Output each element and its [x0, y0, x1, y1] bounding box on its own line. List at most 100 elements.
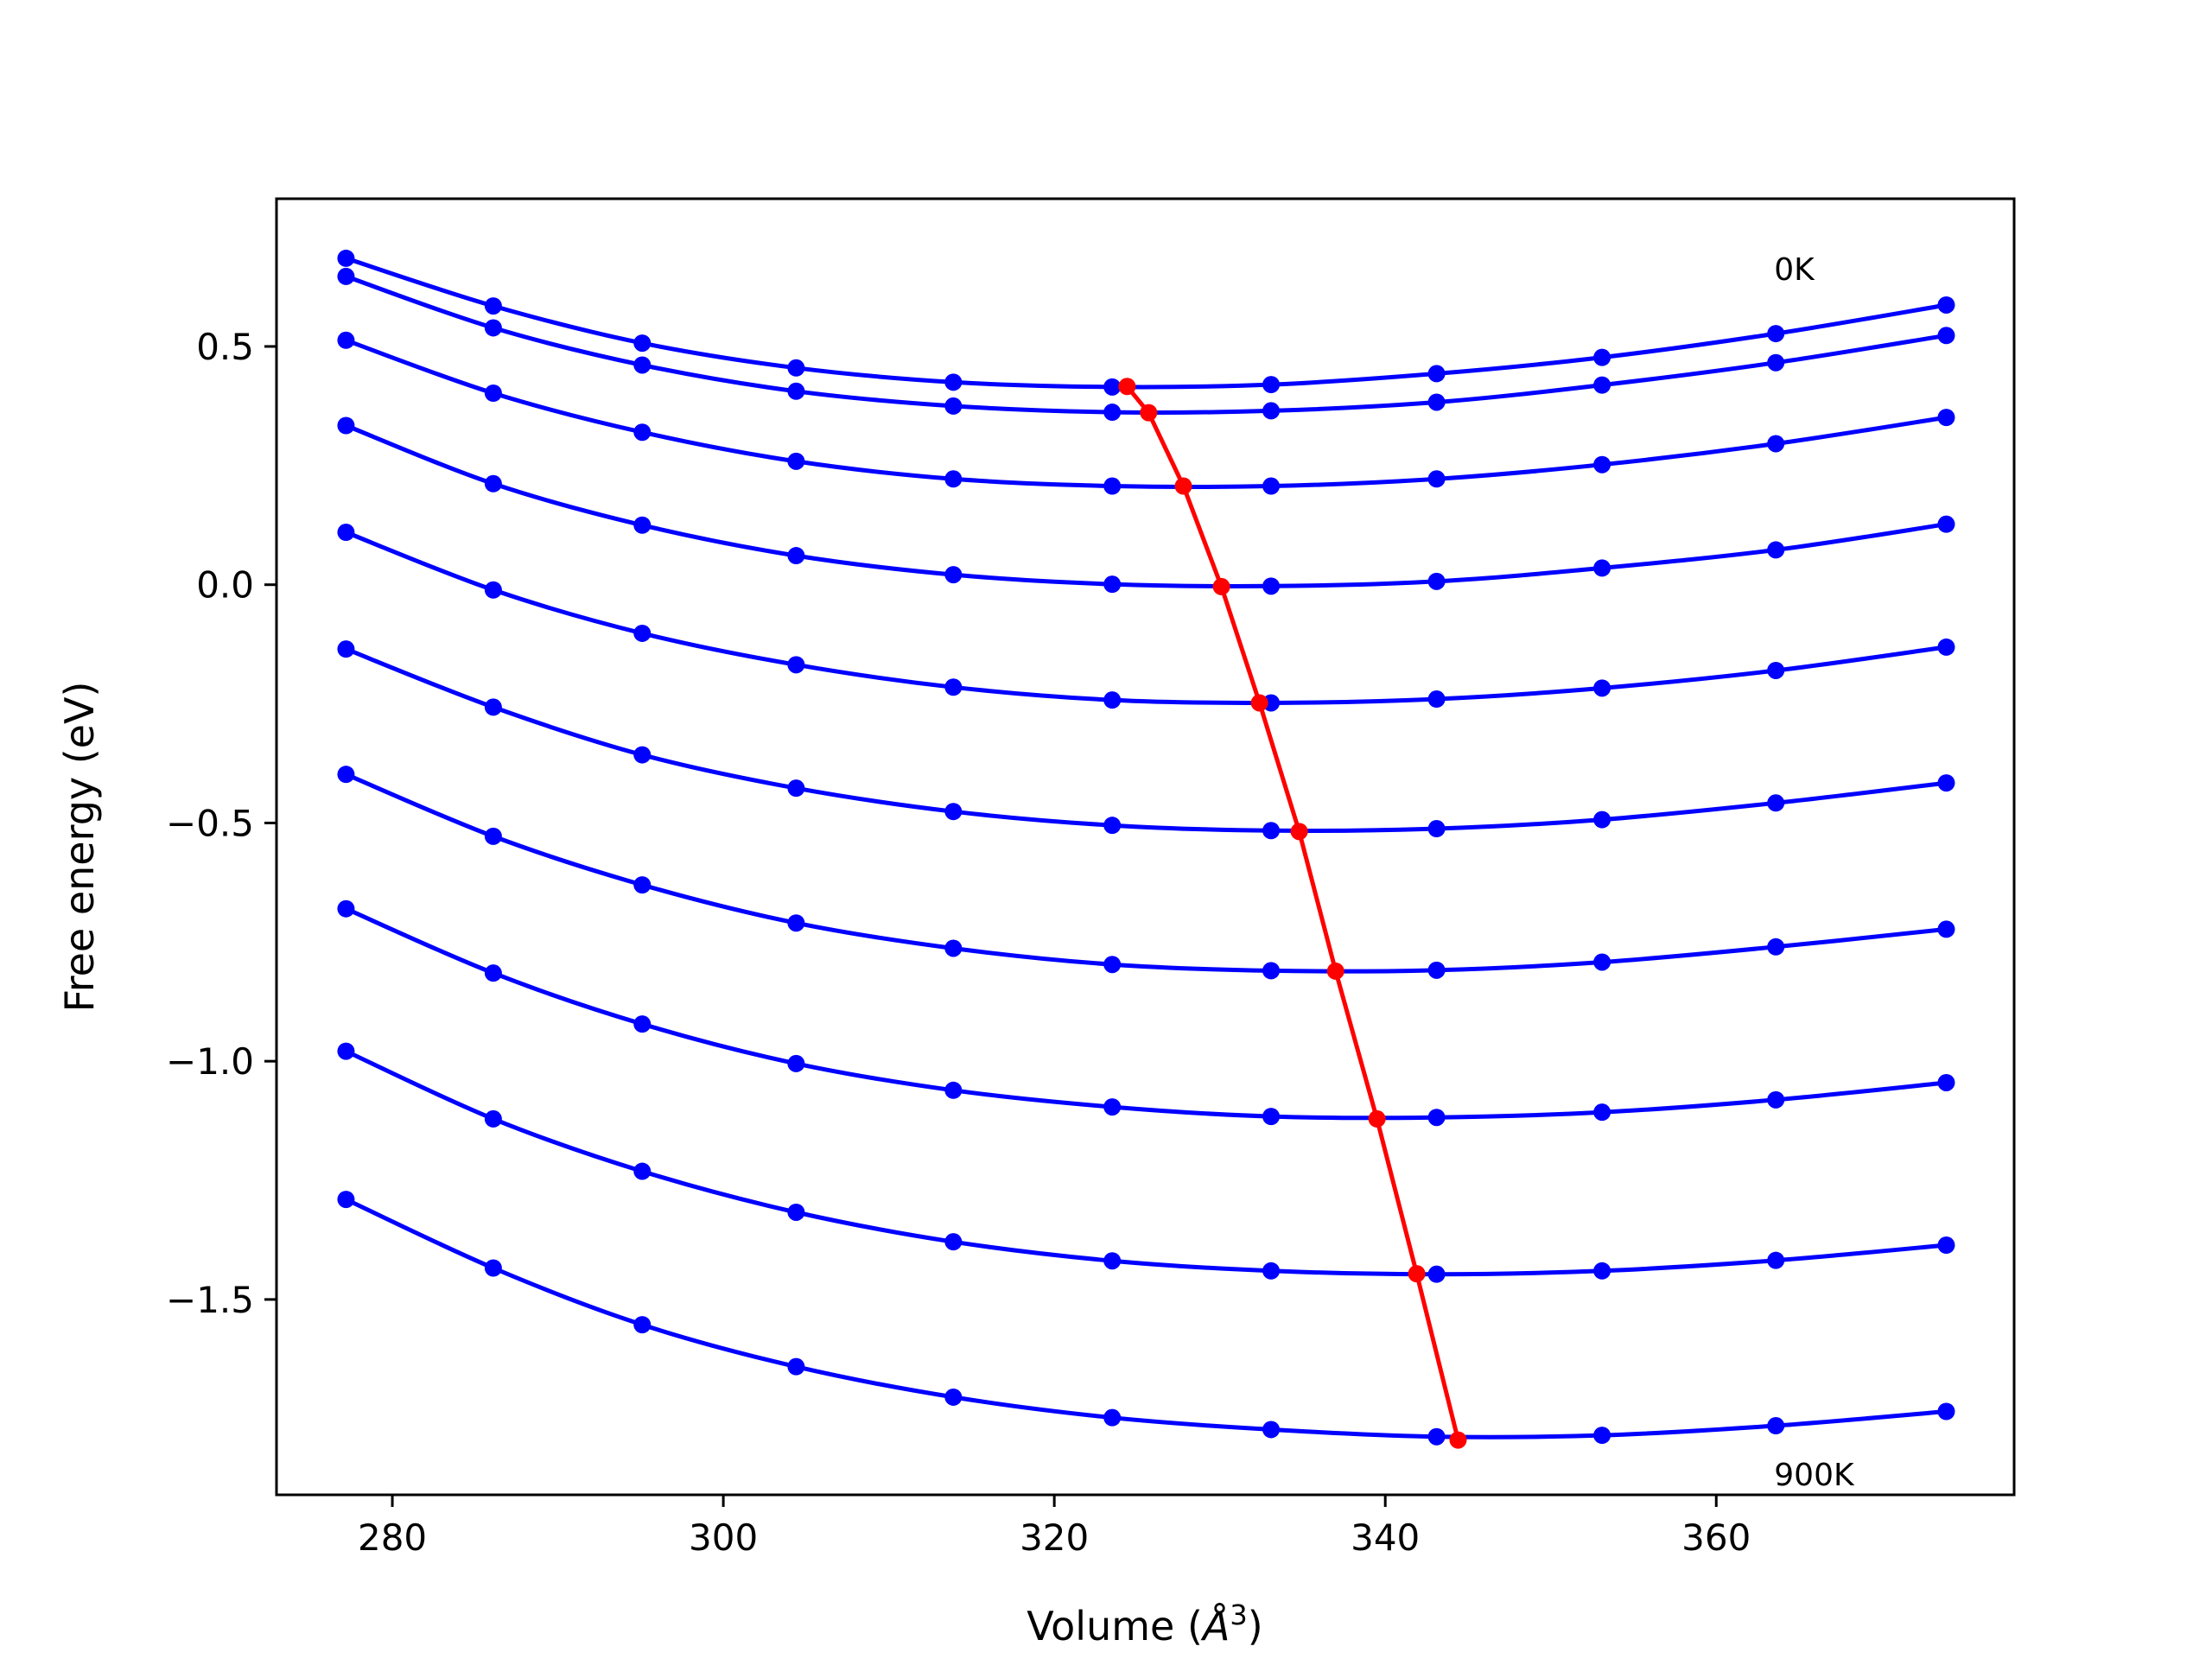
- data-point: [944, 470, 963, 488]
- data-point: [1593, 953, 1611, 971]
- data-point: [1262, 1262, 1281, 1280]
- data-point: [1767, 938, 1785, 956]
- data-point: [1767, 325, 1785, 343]
- data-point: [1262, 962, 1281, 980]
- minimum-point: [1408, 1265, 1426, 1283]
- series-layer: [337, 249, 1955, 1446]
- data-point: [1427, 1265, 1446, 1283]
- data-point: [633, 624, 652, 642]
- data-point: [1103, 956, 1122, 974]
- y-axis-ticks: 0.5 0.0 −0.5 −1.0 −1.5: [166, 326, 276, 1321]
- data-point: [633, 356, 652, 374]
- minimum-point: [1326, 962, 1344, 980]
- data-point: [1593, 1262, 1611, 1280]
- data-point: [787, 452, 805, 470]
- data-point: [633, 746, 652, 764]
- minimum-line-layer: [1118, 378, 1467, 1449]
- data-point: [1593, 679, 1611, 697]
- minimum-line: [1125, 385, 1460, 1441]
- data-point: [1937, 1073, 1955, 1091]
- y-tick-label: 0.0: [196, 564, 254, 607]
- data-point: [1262, 477, 1281, 495]
- data-point: [484, 964, 502, 982]
- minimum-point: [1368, 1109, 1386, 1128]
- data-point: [1427, 690, 1446, 709]
- data-point: [1937, 638, 1955, 656]
- data-point: [1262, 402, 1281, 420]
- data-point: [337, 766, 355, 784]
- data-point: [633, 1162, 652, 1180]
- series-4: [337, 416, 1955, 595]
- data-point: [337, 640, 355, 658]
- data-point: [1937, 1402, 1955, 1421]
- data-point: [944, 678, 963, 696]
- data-point: [944, 939, 963, 957]
- data-point: [1937, 296, 1955, 314]
- series-9: [337, 1042, 1955, 1283]
- data-point: [337, 1191, 355, 1209]
- series-2: [337, 267, 1955, 422]
- data-point: [1593, 1427, 1611, 1445]
- x-axis-label: Volume (Å3): [1027, 1599, 1262, 1649]
- data-point: [787, 1203, 805, 1221]
- data-point: [1103, 378, 1122, 396]
- minimum-point: [1140, 404, 1158, 422]
- data-point: [1593, 559, 1611, 577]
- series-8: [337, 899, 1955, 1127]
- data-point: [1593, 455, 1611, 474]
- data-point: [1262, 822, 1281, 840]
- minimum-point: [1118, 378, 1136, 396]
- data-point: [944, 1233, 963, 1251]
- data-point: [633, 334, 652, 353]
- data-point: [337, 524, 355, 542]
- data-point: [484, 474, 502, 493]
- data-point: [1427, 393, 1446, 411]
- data-point: [1767, 1251, 1785, 1269]
- data-point: [484, 1259, 502, 1277]
- data-point: [787, 359, 805, 377]
- data-point: [1937, 409, 1955, 427]
- data-point: [337, 899, 355, 918]
- data-point: [633, 516, 652, 534]
- data-point: [633, 1015, 652, 1033]
- data-point: [787, 656, 805, 674]
- data-point: [633, 423, 652, 442]
- data-point: [337, 416, 355, 435]
- y-tick-label: −1.5: [166, 1279, 254, 1321]
- data-point: [1937, 920, 1955, 938]
- data-point: [944, 397, 963, 415]
- data-point: [1767, 435, 1785, 453]
- data-point: [944, 373, 963, 391]
- data-point: [633, 876, 652, 894]
- data-point: [1103, 817, 1122, 835]
- data-point: [484, 698, 502, 716]
- data-point: [1767, 353, 1785, 372]
- series-6: [337, 640, 1955, 840]
- data-point: [944, 803, 963, 821]
- data-point: [1593, 376, 1611, 394]
- data-point: [1103, 575, 1122, 594]
- x-tick-label: 300: [689, 1516, 758, 1559]
- data-point: [1767, 541, 1785, 559]
- data-point: [484, 1109, 502, 1128]
- data-point: [633, 1316, 652, 1334]
- data-point: [1767, 1090, 1785, 1109]
- series-1: [337, 249, 1955, 396]
- data-point: [787, 382, 805, 400]
- data-point: [1427, 470, 1446, 488]
- x-tick-label: 360: [1681, 1516, 1751, 1559]
- series-3: [337, 331, 1955, 495]
- data-point: [787, 1357, 805, 1376]
- data-point: [337, 267, 355, 285]
- data-point: [1593, 348, 1611, 366]
- y-tick-label: 0.5: [196, 326, 254, 368]
- data-point: [1103, 691, 1122, 709]
- data-point: [1427, 1427, 1446, 1446]
- data-point: [1593, 1103, 1611, 1122]
- minimum-point: [1290, 823, 1308, 841]
- data-point: [1767, 794, 1785, 812]
- series-10: [337, 1191, 1955, 1446]
- minimum-point: [1174, 477, 1192, 495]
- data-point: [1262, 577, 1281, 595]
- data-point: [1427, 1109, 1446, 1127]
